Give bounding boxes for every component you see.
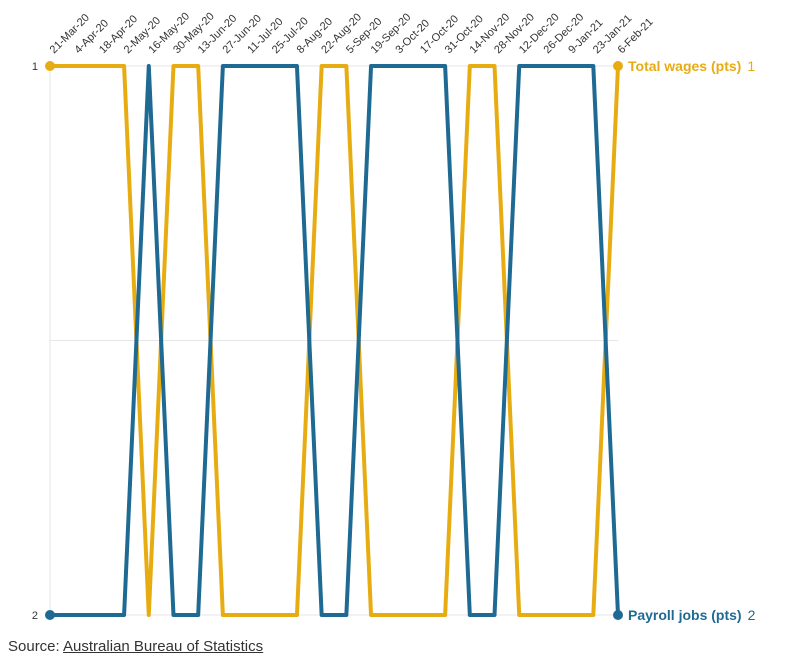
series-line-payroll-jobs-pts: [48, 64, 620, 617]
series-end-label-payroll-jobs-pts: Payroll jobs (pts): [628, 607, 742, 623]
y-tick-label-1: 1: [32, 61, 38, 73]
source-link[interactable]: Australian Bureau of Statistics: [63, 638, 264, 655]
y-axis-ticks: 12: [32, 61, 38, 622]
series-end-rank-total-wages-pts: 1: [747, 58, 755, 74]
series-end-labels: Total wages (pts) 1 Payroll jobs (pts) 2: [628, 58, 756, 623]
series-start-point-payroll-jobs-pts: [45, 610, 55, 620]
x-axis-ticks: 21-Mar-204-Apr-2018-Apr-202-May-2016-May…: [48, 10, 656, 56]
series-layer: [45, 61, 623, 620]
series-end-point-total-wages-pts: [613, 61, 623, 71]
series-end-rank-payroll-jobs-pts: 2: [748, 607, 756, 623]
source-note: Source: Australian Bureau of Statistics: [8, 638, 263, 655]
series-end-point-payroll-jobs-pts: [613, 610, 623, 620]
series-line-total-wages-pts: [48, 64, 620, 617]
source-prefix: Source:: [8, 638, 64, 655]
series-end-label-total-wages-pts: Total wages (pts): [628, 58, 741, 74]
series-start-point-total-wages-pts: [45, 61, 55, 71]
y-tick-label-2: 2: [32, 610, 38, 622]
